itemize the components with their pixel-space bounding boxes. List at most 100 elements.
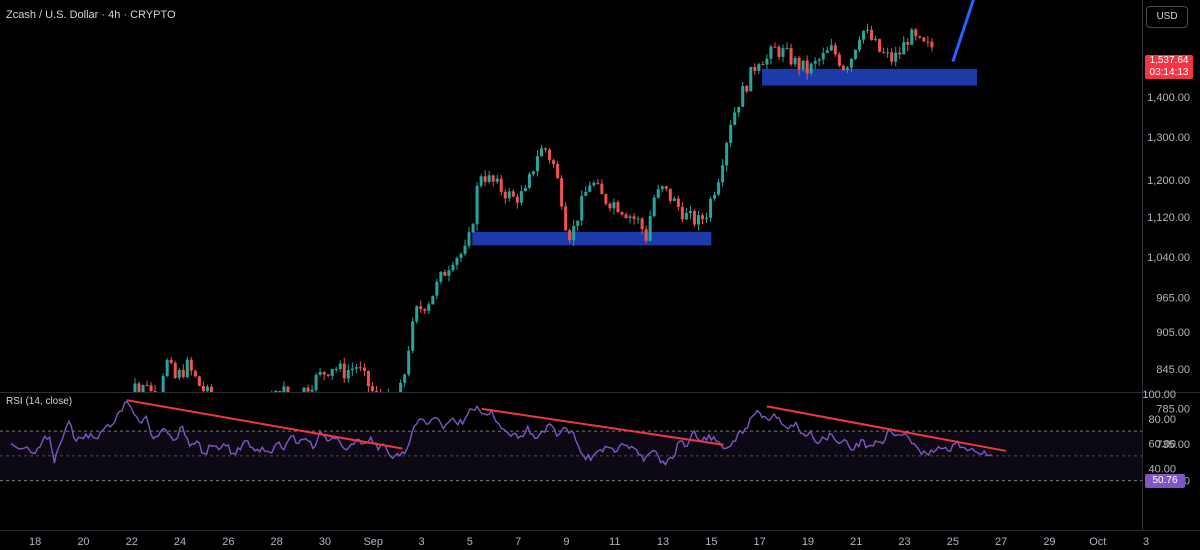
- candle-body: [439, 271, 443, 282]
- candle-body: [338, 363, 342, 369]
- candle-body: [222, 407, 225, 409]
- candle-body: [857, 39, 861, 50]
- candle-body: [527, 174, 531, 188]
- candle-body: [793, 57, 797, 65]
- grid: [0, 0, 1200, 531]
- candle-body: [499, 178, 503, 192]
- candle-body: [467, 232, 471, 246]
- candle-body: [250, 402, 253, 407]
- candle-body: [548, 149, 552, 161]
- candle-body: [254, 402, 257, 404]
- time-tick-label: 15: [705, 536, 717, 548]
- candle-body: [503, 191, 507, 199]
- candle-body: [781, 48, 785, 57]
- candle-body: [270, 396, 273, 406]
- candle-body: [616, 202, 620, 213]
- price-tick-label: 1,400.00: [1147, 92, 1190, 104]
- candle-body: [552, 160, 556, 165]
- candle-body: [861, 30, 865, 40]
- price-tick-label: 1,300.00: [1147, 132, 1190, 144]
- candle-body: [181, 370, 185, 377]
- candle-body: [696, 215, 700, 225]
- candle-body: [310, 389, 314, 392]
- rsi-tick-label: 100.00: [1142, 389, 1176, 401]
- candle-body: [346, 370, 350, 379]
- time-tick-label: 22: [126, 536, 138, 548]
- target-arrow: [951, 0, 975, 63]
- candle-body: [866, 29, 870, 31]
- support-zone: [762, 68, 977, 86]
- time-tick-label: 29: [1043, 536, 1055, 548]
- candle-body: [515, 196, 519, 203]
- time-tick-label: 20: [77, 536, 89, 548]
- candle-body: [705, 217, 709, 220]
- candle-body: [214, 399, 217, 402]
- candle-body: [930, 41, 934, 48]
- candle-body: [898, 52, 902, 55]
- rsi-tick-label: 80.00: [1148, 414, 1176, 426]
- candle-body: [471, 224, 475, 233]
- time-tick-label: 13: [657, 536, 669, 548]
- candle-body: [692, 211, 696, 225]
- arrow-shaft: [951, 0, 975, 63]
- candle-body: [358, 367, 362, 369]
- candle-body: [749, 67, 753, 92]
- candle-body: [278, 390, 282, 392]
- candle-body: [584, 191, 588, 196]
- candle-body: [314, 374, 318, 390]
- candle-body: [713, 194, 717, 199]
- time-tick-label: 17: [754, 536, 766, 548]
- time-tick-label: 3: [1143, 536, 1149, 548]
- price-tick-label: 785.00: [1156, 404, 1190, 416]
- rsi-tick-label: 40.00: [1148, 463, 1176, 475]
- currency-button[interactable]: USD: [1146, 6, 1188, 28]
- candle-body: [717, 182, 721, 195]
- time-tick-label: 21: [850, 536, 862, 548]
- price-tick-label: 845.00: [1156, 364, 1190, 376]
- candle-body: [165, 359, 169, 377]
- candle-body: [145, 384, 149, 386]
- candle-body: [326, 374, 330, 376]
- candle-body: [479, 176, 483, 186]
- candle-body: [262, 397, 265, 406]
- rsi-tick-label: 60.00: [1148, 439, 1176, 451]
- candle-body: [596, 182, 600, 184]
- candle-body: [302, 387, 306, 392]
- candle-body: [286, 386, 290, 392]
- candle-body: [890, 52, 894, 62]
- candle-body: [906, 42, 910, 45]
- candle-body: [298, 400, 301, 403]
- candle-body: [306, 387, 310, 392]
- candle-body: [733, 112, 737, 125]
- candle-body: [894, 52, 898, 62]
- candle-body: [745, 86, 749, 92]
- candle-body: [535, 156, 539, 172]
- candle-body: [833, 45, 837, 55]
- candle-body: [680, 206, 684, 220]
- candle-body: [560, 178, 564, 207]
- price-tick-label: 905.00: [1156, 327, 1190, 339]
- candle-body: [423, 309, 427, 311]
- candle-body: [721, 165, 725, 183]
- candle-body: [370, 386, 374, 392]
- candle-body: [870, 29, 874, 40]
- candle-body: [141, 384, 145, 392]
- candle-body: [576, 220, 580, 226]
- candle-body: [354, 367, 358, 369]
- candle-body: [274, 390, 278, 392]
- candle-body: [700, 215, 704, 220]
- candle-body: [451, 264, 455, 271]
- candle-body: [544, 148, 548, 150]
- candle-body: [258, 404, 261, 406]
- candle-body: [234, 406, 237, 420]
- candle-body: [684, 213, 688, 220]
- candle-body: [644, 229, 648, 241]
- candle-body: [523, 187, 527, 192]
- candle-body: [185, 359, 189, 377]
- candle-body: [592, 182, 596, 186]
- time-tick-label: 7: [515, 536, 521, 548]
- candle-body: [773, 46, 777, 48]
- last-price-value: 1,537.64: [1149, 55, 1189, 66]
- candle-body: [242, 399, 245, 412]
